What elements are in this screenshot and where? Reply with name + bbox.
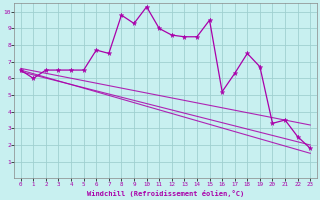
X-axis label: Windchill (Refroidissement éolien,°C): Windchill (Refroidissement éolien,°C): [87, 190, 244, 197]
